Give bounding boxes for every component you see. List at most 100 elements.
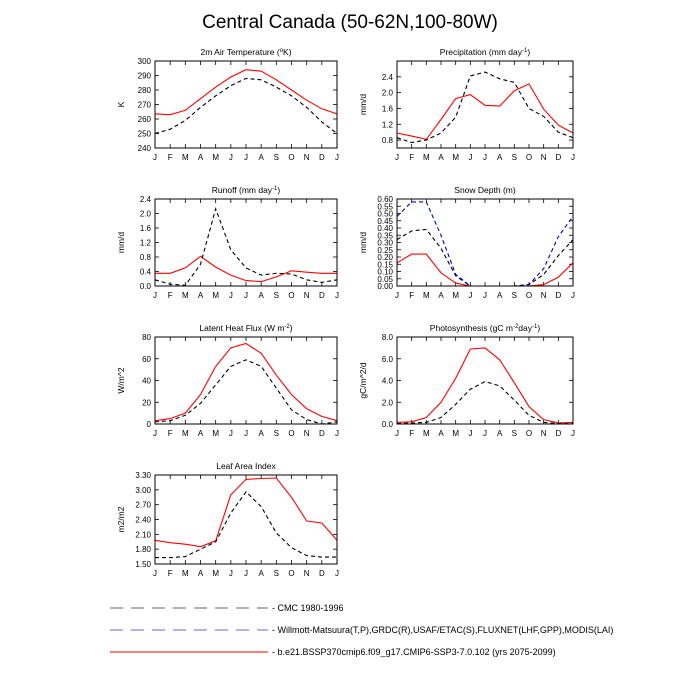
x-tick-label: D bbox=[555, 429, 561, 438]
plot-frame bbox=[154, 474, 338, 565]
series-line-model bbox=[155, 255, 337, 283]
x-tick-label: A bbox=[497, 291, 503, 300]
x-tick-label: D bbox=[319, 153, 325, 162]
x-tick-label: M bbox=[423, 153, 430, 162]
x-tick-label: J bbox=[229, 291, 233, 300]
chart-panel-7: Leaf Area Index m2/m2 1.50 1.80 2.10 2.40 2.70… bbox=[116, 461, 339, 578]
x-tick-label: O bbox=[526, 429, 532, 438]
series-line-model bbox=[154, 477, 338, 548]
x-tick-label: J bbox=[468, 153, 472, 162]
x-tick-label: S bbox=[512, 429, 517, 438]
x-tick-label: S bbox=[274, 429, 279, 438]
series-line-model bbox=[154, 342, 338, 422]
x-tick-label: O bbox=[288, 429, 294, 438]
x-tick-label: O bbox=[288, 291, 294, 300]
series-line-cmc bbox=[396, 71, 574, 144]
legend-label-cmc: - CMC 1980-1996 bbox=[272, 603, 344, 613]
chart-panel-2: Precipitation (mm day-1) mm/d 0.8 1.2 1.6 2.0… bbox=[358, 47, 575, 162]
x-tick-label: A bbox=[198, 569, 204, 578]
y-tick-label: 0.25 bbox=[377, 246, 393, 255]
x-tick-label: J bbox=[244, 569, 248, 578]
series-line-cmc bbox=[396, 228, 574, 287]
series-line-model bbox=[396, 83, 574, 140]
x-tick-label: M bbox=[452, 153, 459, 162]
series-line-cmc bbox=[154, 206, 338, 286]
series-line-cmc bbox=[154, 359, 338, 425]
panel-title: 2m Air Temperature (oK) bbox=[200, 47, 291, 57]
x-tick-label: A bbox=[438, 429, 444, 438]
y-axis-label: K bbox=[116, 101, 126, 107]
y-tick-label: 300 bbox=[138, 57, 152, 66]
y-tick-label: 8.0 bbox=[382, 333, 394, 342]
y-tick-label: 0.0 bbox=[382, 420, 394, 429]
x-tick-label: J bbox=[468, 429, 472, 438]
chart-panel-1: 2m Air Temperature (oK) K 240 250 260 270 280 2… bbox=[116, 47, 339, 162]
x-tick-label: J bbox=[483, 291, 487, 300]
panel-title: Latent Heat Flux (W m-2) bbox=[199, 323, 292, 333]
x-tick-label: A bbox=[258, 569, 264, 578]
x-tick-label: J bbox=[483, 153, 487, 162]
y-axis-label: mm/d bbox=[116, 232, 126, 254]
y-tick-label: 1.80 bbox=[135, 545, 151, 554]
x-tick-label: J bbox=[153, 569, 157, 578]
x-tick-label: J bbox=[571, 429, 575, 438]
series-line-obs bbox=[396, 201, 574, 287]
x-tick-label: M bbox=[182, 429, 189, 438]
y-tick-label: 60 bbox=[142, 355, 151, 364]
panel-title: Runoff (mm day-1) bbox=[212, 185, 281, 195]
y-tick-label: 0.15 bbox=[377, 260, 393, 269]
x-tick-label: M bbox=[212, 291, 219, 300]
series-line-cmc bbox=[155, 490, 337, 559]
y-tick-label: 0.55 bbox=[377, 202, 393, 211]
x-tick-label: F bbox=[409, 291, 414, 300]
x-tick-label: F bbox=[168, 429, 173, 438]
x-tick-label: J bbox=[153, 429, 157, 438]
legend: - CMC 1980-1996 - Willmott-Matsuura(T,P),… bbox=[110, 603, 613, 657]
y-axis-label: m2/m2 bbox=[116, 506, 126, 532]
y-tick-label: 0.05 bbox=[377, 275, 393, 284]
y-tick-label: 40 bbox=[142, 377, 151, 386]
y-tick-label: 1.6 bbox=[382, 104, 394, 113]
y-tick-label: 3.30 bbox=[135, 471, 151, 480]
x-tick-label: M bbox=[452, 291, 459, 300]
plot-frame bbox=[396, 60, 574, 149]
panel-title: Leaf Area Index bbox=[216, 461, 276, 471]
x-tick-label: M bbox=[212, 569, 219, 578]
x-tick-label: A bbox=[438, 153, 444, 162]
panel-title: Snow Depth (m) bbox=[454, 185, 516, 195]
x-tick-label: A bbox=[258, 429, 264, 438]
figure-title: Central Canada (50-62N,100-80W) bbox=[202, 12, 498, 33]
chart-panel-6: Photosynthesis (gC m-2day-1) gC/m^2/d 0.0 2… bbox=[358, 323, 575, 438]
y-tick-label: 0.45 bbox=[377, 217, 393, 226]
x-tick-label: M bbox=[182, 153, 189, 162]
y-tick-label: 4.0 bbox=[382, 377, 394, 386]
y-tick-label: 0.40 bbox=[377, 224, 393, 233]
x-tick-label: O bbox=[288, 569, 294, 578]
y-axis-label: mm/d bbox=[358, 232, 368, 254]
plot-frame bbox=[154, 336, 338, 425]
plot-frame bbox=[154, 198, 338, 287]
chart-panel-3: Runoff (mm day-1) mm/d 0.0 0.4 0.8 1.2 1.6 2.0 2… bbox=[116, 185, 339, 300]
y-tick-label: 2.4 bbox=[140, 195, 152, 204]
x-tick-label: D bbox=[319, 291, 325, 300]
x-tick-label: F bbox=[409, 429, 414, 438]
y-tick-label: 250 bbox=[138, 130, 152, 139]
x-tick-label: A bbox=[497, 153, 503, 162]
x-tick-label: J bbox=[335, 291, 339, 300]
x-tick-label: N bbox=[304, 153, 310, 162]
y-tick-label: 0 bbox=[147, 420, 152, 429]
y-tick-label: 0.60 bbox=[377, 195, 393, 204]
plot-frame bbox=[396, 336, 574, 425]
x-tick-label: N bbox=[541, 429, 547, 438]
y-tick-label: 0.30 bbox=[377, 239, 393, 248]
y-tick-label: 280 bbox=[138, 86, 152, 95]
x-tick-label: J bbox=[229, 153, 233, 162]
y-tick-label: 2.10 bbox=[135, 530, 151, 539]
y-tick-label: 0.35 bbox=[377, 231, 393, 240]
y-tick-label: 0.50 bbox=[377, 210, 393, 219]
x-tick-label: O bbox=[526, 291, 532, 300]
y-tick-label: 0.0 bbox=[140, 282, 152, 291]
x-tick-label: M bbox=[423, 429, 430, 438]
y-axis-label: gC/m^2/d bbox=[358, 362, 368, 398]
